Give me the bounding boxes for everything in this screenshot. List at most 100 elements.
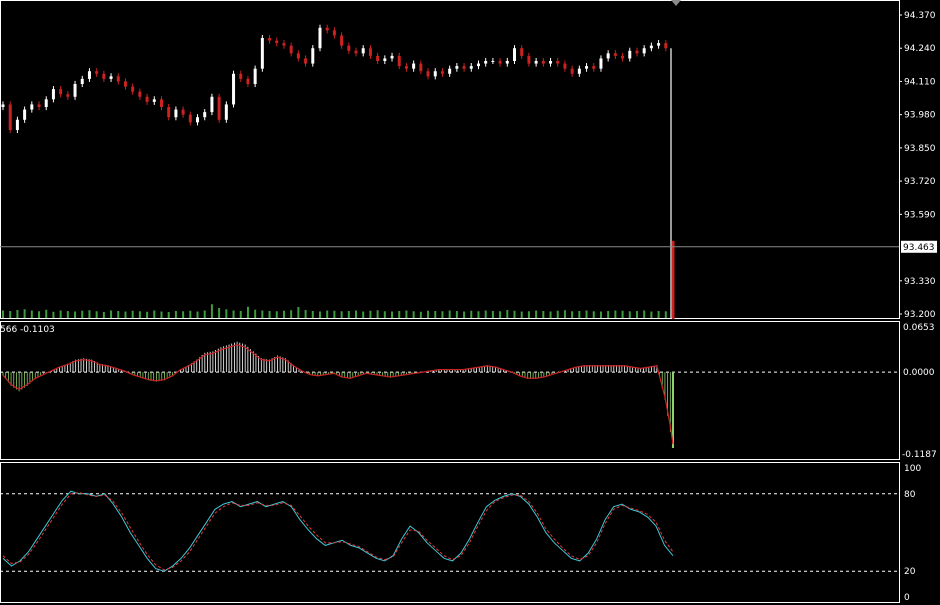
price-panel <box>0 0 899 319</box>
candle-body <box>520 48 524 56</box>
stochastic-tick-label: 100 <box>904 464 921 474</box>
panel-border <box>0 0 900 319</box>
volume-bar <box>232 310 235 318</box>
volume-bar <box>376 310 379 318</box>
candle-body <box>87 71 91 79</box>
candle-body <box>599 58 603 69</box>
candle-body <box>296 53 300 59</box>
volume-bar <box>268 311 271 318</box>
candle-body <box>30 104 34 110</box>
volume-bar <box>117 311 120 318</box>
volume-bar <box>261 310 264 318</box>
candle-body <box>116 76 120 82</box>
volume-bar <box>571 311 574 318</box>
volume-bar <box>282 310 285 318</box>
price-tick-label: 93.850 <box>904 144 936 154</box>
candle-body <box>577 68 581 74</box>
candle-body <box>513 48 517 61</box>
macd-tick-label: 0.0653 <box>903 323 935 333</box>
candle-body <box>152 99 156 102</box>
volume-bar <box>427 310 430 318</box>
volume-bar <box>52 311 55 318</box>
panel-border <box>0 321 900 460</box>
volume-bar <box>124 311 127 318</box>
price-tick-label: 94.370 <box>904 11 936 21</box>
volume-bar <box>607 311 610 318</box>
volume-bar <box>398 311 401 318</box>
candle-body <box>44 99 48 107</box>
volume-bar <box>167 312 170 318</box>
volume-bar <box>203 310 206 318</box>
candle-body <box>672 240 675 319</box>
volume-bar <box>355 310 358 318</box>
candle-body <box>23 109 27 120</box>
volume-bar <box>405 310 408 318</box>
volume-bar <box>499 311 502 318</box>
candle-body <box>491 61 495 62</box>
candle-body <box>73 84 77 97</box>
volume-bar <box>189 310 192 318</box>
candle-body <box>102 73 106 79</box>
volume-bar <box>657 311 660 318</box>
candle-body <box>570 68 574 74</box>
stochastic-tick-label: 0 <box>904 593 910 603</box>
volume-bar <box>326 310 329 318</box>
volume-bar <box>254 309 257 318</box>
volume-bar <box>491 311 494 318</box>
stochastic-main-line <box>2 490 674 572</box>
candle-body <box>361 48 365 54</box>
candle-body <box>455 66 459 69</box>
shift-marker-icon <box>671 0 681 6</box>
macd-header-label: 566 -0.1103 <box>0 325 55 335</box>
candle-body <box>275 40 279 44</box>
volume-bar <box>549 311 552 318</box>
candle-body <box>123 81 127 87</box>
volume-bar <box>340 311 343 318</box>
volume-bar <box>441 311 444 318</box>
candle-body <box>664 43 668 49</box>
volume-bar <box>45 309 48 318</box>
volume-bar <box>635 311 638 318</box>
panel-frames <box>0 0 900 603</box>
volume-bar <box>513 310 516 318</box>
volume-bar <box>362 311 365 318</box>
volume-bar <box>290 310 293 318</box>
volume-bar <box>556 310 559 318</box>
price-tick-label: 94.110 <box>904 77 936 87</box>
candle-body <box>541 61 545 64</box>
candle-body <box>484 61 488 64</box>
candle-body <box>109 76 113 79</box>
price-tick-label: 93.720 <box>904 177 936 187</box>
candle-body <box>368 48 372 56</box>
stochastic-tick-label: 20 <box>904 567 916 577</box>
candle-body <box>167 107 171 118</box>
candle-body <box>95 71 99 74</box>
volume-bar <box>383 311 386 318</box>
candle-body <box>412 63 416 69</box>
price-tick-label: 93.200 <box>904 310 936 320</box>
candle-body <box>606 53 610 59</box>
macd-zero-label: 0.0000 <box>903 368 935 378</box>
volume-bar <box>182 311 185 318</box>
volume-bar <box>578 311 581 318</box>
candle-body <box>376 55 380 61</box>
volume-bar <box>196 311 199 318</box>
candle-body <box>556 61 560 64</box>
volume-bar <box>218 308 221 318</box>
candle-body <box>224 104 228 120</box>
price-tick-label: 93.590 <box>904 210 936 220</box>
candle-body <box>419 63 423 72</box>
candle-body <box>635 50 639 54</box>
volume-bar <box>311 311 314 318</box>
price-tick-label: 94.240 <box>904 44 936 54</box>
candle-body <box>253 68 257 84</box>
volume-bar <box>643 310 646 318</box>
volume-bar <box>484 310 487 318</box>
candle-body <box>282 43 286 46</box>
candle-body <box>476 63 480 67</box>
candle-body <box>59 89 63 95</box>
volume-bar <box>599 311 602 318</box>
candle-body <box>311 48 315 64</box>
candle-body <box>174 109 178 118</box>
candle-body <box>268 38 272 41</box>
